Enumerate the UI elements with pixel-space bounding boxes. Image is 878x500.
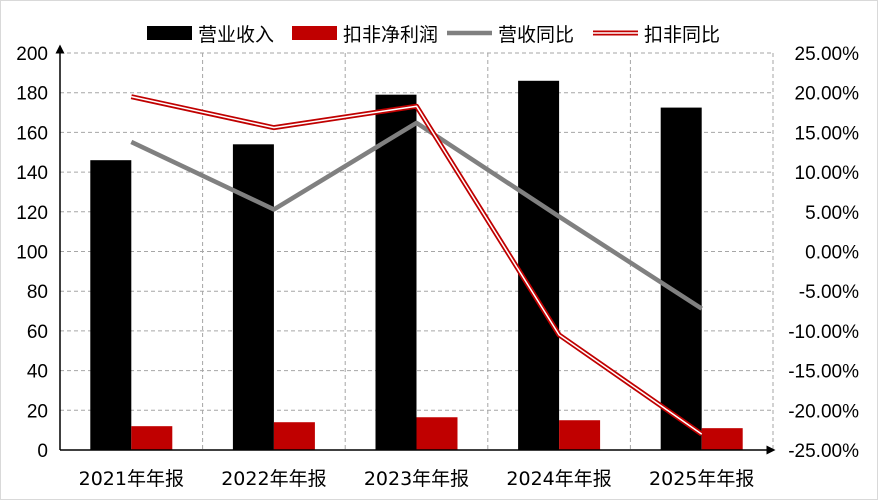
legend-label: 营业收入 <box>198 24 274 46</box>
legend-label: 扣非同比 <box>644 24 720 46</box>
left-axis-ticks: 0 20 40 60 80 100 120 140 160 180 200 <box>16 44 48 462</box>
legend-swatch <box>147 26 192 40</box>
category-label: 2023年年报 <box>364 468 469 490</box>
right-tick-label: -15.00% <box>788 362 859 383</box>
left-tick-label: 0 <box>37 441 48 462</box>
category-label: 2022年年报 <box>221 468 326 490</box>
right-tick-label: -5.00% <box>799 282 859 303</box>
legend-swatch <box>292 26 337 40</box>
right-tick-label: -25.00% <box>788 441 859 462</box>
left-tick-label: 100 <box>16 243 48 264</box>
legend-item-营业收入: 营业收入 <box>147 24 274 46</box>
category-label: 2021年年报 <box>79 468 184 490</box>
right-tick-label: 15.00% <box>795 123 860 144</box>
left-tick-label: 80 <box>27 282 48 303</box>
category-label: 2025年年报 <box>649 468 754 490</box>
bar-扣非净利润-2021年年报 <box>131 426 173 450</box>
left-tick-label: 200 <box>16 44 48 65</box>
bar-营业收入-2024年年报 <box>518 80 560 450</box>
left-tick-label: 20 <box>27 401 48 422</box>
right-tick-label: 20.00% <box>795 84 860 105</box>
bar-营业收入-2025年年报 <box>660 107 702 451</box>
bar-扣非净利润-2025年年报 <box>701 428 743 450</box>
right-tick-label: 25.00% <box>795 44 860 65</box>
left-tick-label: 180 <box>16 84 48 105</box>
series-lines <box>130 94 704 437</box>
category-labels: 2021年年报 2022年年报 2023年年报 2024年年报 2025年年报 <box>79 468 755 490</box>
right-tick-label: 10.00% <box>795 163 860 184</box>
axes <box>55 44 776 455</box>
legend-label: 营收同比 <box>498 24 574 46</box>
left-tick-label: 140 <box>16 163 48 184</box>
left-tick-label: 120 <box>16 203 48 224</box>
right-tick-label: -10.00% <box>788 322 859 343</box>
bar-扣非净利润-2023年年报 <box>416 417 458 450</box>
right-tick-label: -20.00% <box>788 401 859 422</box>
legend-item-营收同比: 营收同比 <box>447 24 574 46</box>
right-tick-label: 0.00% <box>805 243 859 264</box>
bar-扣非净利润-2022年年报 <box>273 422 315 450</box>
bars <box>90 80 743 451</box>
right-axis-ticks: -25.00% -20.00% -15.00% -10.00% -5.00% 0.00% 5… <box>788 44 859 462</box>
line-营收同比 <box>130 120 703 311</box>
line-扣非同比-highlight <box>131 95 703 435</box>
legend-item-扣非同比: 扣非同比 <box>593 24 720 46</box>
right-tick-label: 5.00% <box>805 203 859 224</box>
bar-营业收入-2022年年报 <box>232 144 274 450</box>
bar-扣非净利润-2024年年报 <box>559 420 601 450</box>
legend-label: 扣非净利润 <box>343 24 438 46</box>
left-tick-label: 60 <box>27 322 48 343</box>
legend: 营业收入 扣非净利润 营收同比 扣非同比 <box>147 24 720 46</box>
left-tick-label: 160 <box>16 123 48 144</box>
category-label: 2024年年报 <box>506 468 611 490</box>
legend-item-扣非净利润: 扣非净利润 <box>292 24 438 46</box>
left-tick-label: 40 <box>27 362 48 383</box>
bar-营业收入-2023年年报 <box>375 94 417 450</box>
bar-营业收入-2021年年报 <box>90 160 132 450</box>
